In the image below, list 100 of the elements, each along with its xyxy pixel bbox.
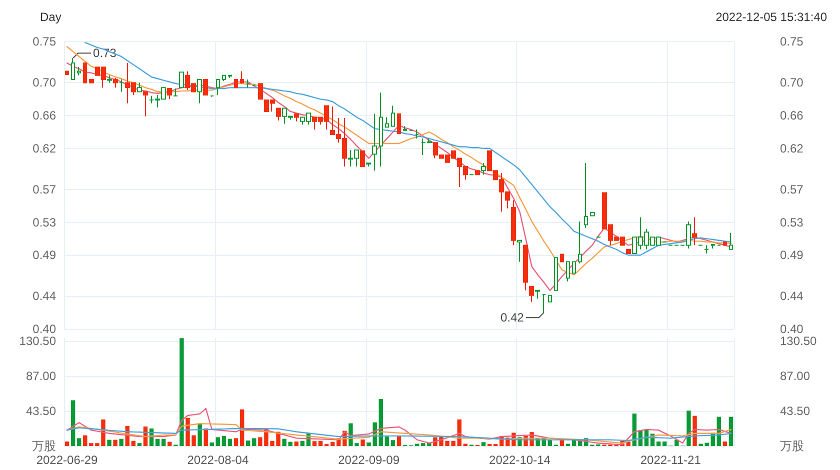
y-tick-label: 43.50 [26, 404, 56, 418]
candlestick [403, 126, 407, 131]
candlestick [366, 162, 371, 167]
y-tick-label: 万股 [32, 439, 56, 453]
y-tick-label: 0.40 [32, 322, 56, 336]
line-series [66, 427, 732, 442]
candlestick [704, 244, 709, 254]
candlestick [107, 74, 112, 84]
candlestick [89, 78, 94, 84]
candlestick [143, 91, 148, 117]
candlestick [77, 66, 81, 76]
bar [318, 440, 323, 446]
candlestick [173, 88, 178, 96]
candlestick [626, 248, 631, 254]
candlestick [234, 78, 238, 88]
y-tick-label: 0.70 [32, 76, 56, 90]
candlestick [711, 244, 715, 250]
candlestick [360, 150, 365, 167]
candlestick [723, 241, 727, 246]
y2-tick-label: 0.40 [780, 322, 804, 336]
line-series [66, 408, 732, 446]
bar [131, 440, 136, 446]
candlestick [372, 113, 377, 172]
candlestick [481, 162, 486, 176]
bar [662, 441, 667, 446]
bar [119, 438, 124, 446]
bar [161, 438, 166, 446]
bar [216, 437, 220, 446]
candlestick [246, 78, 250, 88]
y-tick-label: 0.44 [32, 289, 56, 304]
candlestick [71, 58, 75, 80]
y2-tick-label: 0.57 [780, 182, 804, 196]
candlestick [137, 82, 142, 92]
candlestick [391, 105, 395, 127]
candlestick [517, 240, 522, 262]
candlestick [197, 78, 202, 104]
bar [107, 440, 112, 446]
bar [210, 442, 214, 446]
y2-tick-label: 0.75 [780, 34, 804, 49]
text: 2022-12-05 15:31:40 [716, 10, 828, 24]
y2-tick-label: 万股 [780, 439, 804, 453]
y-tick-label: 87.00 [26, 369, 56, 383]
candlestick [529, 286, 534, 302]
bar [481, 442, 486, 446]
y-tick-label: 130.50 [19, 334, 56, 348]
bar [222, 436, 226, 446]
y2-tick-label: 0.44 [780, 289, 804, 304]
y-tick-label: 0.49 [32, 248, 56, 262]
candlestick [542, 294, 546, 314]
bar [168, 442, 172, 446]
bar [384, 436, 390, 446]
y2-tick-label: 0.70 [780, 76, 804, 90]
bar [246, 440, 250, 446]
x-tick-label: 2022-10-14 [489, 453, 551, 467]
bar [312, 441, 317, 446]
y2-tick-label: 0.53 [780, 215, 804, 230]
candlestick [167, 88, 172, 100]
candlestick [511, 200, 516, 246]
candlestick [83, 62, 87, 84]
candlestick [692, 216, 697, 246]
x-tick-label: 2022-06-29 [36, 453, 98, 467]
candlestick [385, 116, 389, 128]
y2-tick-label: 0.62 [780, 141, 804, 156]
candlestick [415, 129, 419, 140]
y-tick-label: 0.66 [32, 108, 56, 123]
candlestick [119, 78, 124, 92]
candlestick [294, 113, 299, 122]
annotation: 0.42 [500, 310, 524, 325]
candlestick [560, 254, 564, 262]
bar [155, 438, 160, 446]
bar [137, 443, 142, 446]
candlestick [554, 257, 558, 291]
bar [722, 441, 728, 446]
bar [113, 440, 118, 446]
line-series [66, 423, 732, 444]
bar [198, 424, 202, 446]
bar [300, 440, 305, 446]
bar [294, 441, 298, 446]
candlestick [475, 170, 480, 176]
chart-title: Day [40, 10, 62, 24]
candlestick [258, 83, 263, 100]
candlestick [203, 78, 208, 96]
y2-tick-label: 43.50 [780, 404, 810, 418]
bar [228, 438, 232, 446]
y-tick-label: 0.57 [32, 182, 56, 196]
candlestick [578, 220, 582, 264]
candlestick [216, 78, 220, 96]
bar [76, 438, 82, 446]
candlestick [566, 261, 570, 282]
candlestick [523, 244, 528, 291]
candlestick [397, 113, 401, 134]
candlestick [729, 232, 733, 250]
candlestick [379, 92, 383, 167]
candlestick [113, 77, 118, 88]
candlestick [548, 294, 552, 302]
bar [360, 439, 365, 446]
bar [330, 442, 335, 446]
bar [64, 441, 70, 446]
y2-tick-label: 0.66 [780, 108, 804, 123]
candlestick [590, 212, 595, 216]
